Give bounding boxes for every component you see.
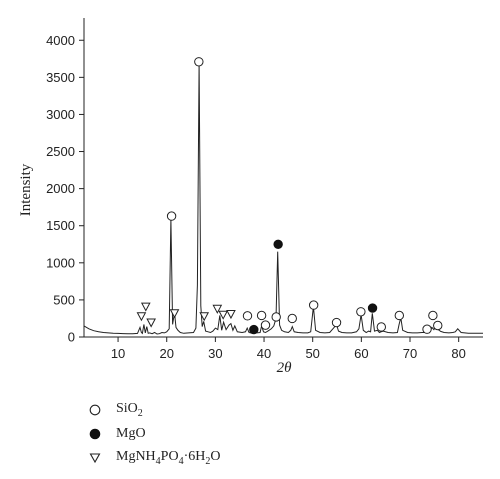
sio2-marker — [433, 320, 443, 331]
sio2-marker — [394, 310, 405, 321]
sio2-marker — [256, 310, 267, 321]
sio2-marker — [271, 312, 281, 322]
mgo-marker — [249, 324, 259, 335]
legend-item-mgo: MgO — [88, 422, 220, 446]
xrd-chart: 0 500 1000 1500 2000 2500 3000 3500 4000 10 20 30 40… — [18, 18, 483, 376]
x-tick-label: 70 — [403, 346, 417, 361]
struvite-marker — [140, 302, 151, 312]
x-axis-label: 2θ — [277, 360, 293, 376]
y-tick-label: 0 — [68, 330, 75, 345]
struvite-marker — [226, 310, 236, 320]
x-tick-label: 80 — [451, 346, 465, 361]
mgo-marker — [273, 239, 283, 249]
chart-ticks: 0 500 1000 1500 2000 2500 3000 3500 4000 10 20 30 40… — [46, 33, 466, 361]
phase-markers — [136, 57, 443, 335]
x-tick-label: 50 — [305, 346, 319, 361]
x-tick-label: 60 — [354, 346, 368, 361]
y-tick-label: 1000 — [46, 255, 75, 270]
y-tick-label: 2500 — [46, 144, 75, 159]
sio2-marker — [356, 307, 366, 317]
sio2-marker — [287, 313, 297, 324]
y-axis-label: Intensity — [18, 163, 34, 216]
sio2-marker — [194, 57, 204, 67]
y-tick-label: 4000 — [46, 33, 75, 48]
x-tick-label: 40 — [257, 346, 271, 361]
sio2-marker — [331, 317, 342, 328]
sio2-marker — [242, 311, 253, 321]
y-tick-label: 3500 — [46, 70, 75, 85]
struvite-marker — [136, 312, 147, 322]
sio2-marker — [422, 324, 432, 334]
chart-legend: SiO2 MgO MgNH4PO4·6H2O — [88, 398, 220, 470]
legend-label-sio2: SiO2 — [116, 401, 143, 419]
x-tick-label: 20 — [159, 346, 173, 361]
chart-axes — [83, 18, 483, 338]
y-tick-label: 1500 — [46, 218, 75, 233]
struvite-marker — [146, 318, 156, 328]
legend-item-sio2: SiO2 — [88, 398, 220, 422]
y-tick-label: 500 — [53, 292, 75, 307]
y-tick-label: 3000 — [46, 107, 75, 122]
struvite-marker — [212, 304, 223, 314]
legend-label-struvite: MgNH4PO4·6H2O — [116, 449, 221, 467]
sio2-marker — [166, 211, 177, 221]
sio2-marker — [428, 310, 438, 321]
legend-item-struvite: MgNH4PO4·6H2O — [88, 446, 220, 470]
mgo-marker — [367, 303, 378, 313]
struvite-marker — [218, 310, 228, 320]
struvite-marker — [169, 309, 180, 319]
x-tick-label: 30 — [208, 346, 222, 361]
intensity-series-line — [83, 62, 483, 335]
y-tick-label: 2000 — [46, 181, 75, 196]
x-tick-label: 10 — [111, 346, 125, 361]
sio2-marker — [376, 322, 387, 332]
struvite-marker — [199, 312, 210, 322]
legend-label-mgo: MgO — [116, 426, 146, 441]
filled-circle-icon — [89, 428, 101, 440]
sio2-marker — [308, 300, 319, 310]
sio2-marker — [260, 320, 271, 330]
down-triangle-icon — [89, 453, 101, 464]
open-circle-icon — [89, 404, 101, 416]
